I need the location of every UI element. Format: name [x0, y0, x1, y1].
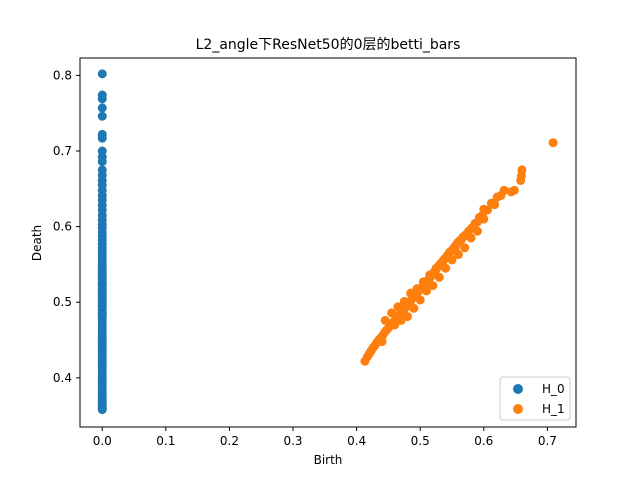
data-point	[97, 293, 107, 303]
data-point	[409, 303, 419, 313]
data-point	[406, 288, 416, 298]
data-point	[457, 234, 467, 244]
y-tick-label: 0.6	[53, 220, 72, 234]
x-tick-label: 0.7	[538, 434, 557, 448]
data-point	[548, 138, 558, 148]
data-point	[97, 157, 107, 167]
legend-marker-h1	[513, 404, 523, 414]
legend-marker-h0	[513, 384, 523, 394]
x-axis-title: Birth	[314, 453, 343, 467]
data-point	[466, 233, 476, 243]
data-point	[390, 320, 400, 330]
axes-frame	[79, 57, 577, 428]
data-point	[418, 277, 428, 287]
data-point	[425, 270, 435, 280]
data-point	[393, 302, 403, 312]
data-point	[97, 405, 107, 415]
data-point	[97, 111, 107, 121]
data-point	[97, 278, 107, 288]
plot-area	[97, 69, 558, 415]
data-point	[399, 296, 409, 306]
data-point	[412, 284, 422, 294]
data-point	[97, 103, 107, 113]
series-h-0	[97, 69, 107, 415]
data-point	[422, 286, 432, 296]
series-h-1	[360, 138, 558, 366]
data-point	[460, 243, 470, 253]
data-point	[97, 286, 107, 296]
x-tick-label: 0.4	[347, 434, 366, 448]
x-axis: 0.0 0.1 0.2 0.3 0.4 0.5 0.6 0.7	[93, 427, 557, 448]
data-point	[97, 69, 107, 79]
data-point	[506, 187, 516, 197]
x-tick-label: 0.3	[283, 434, 302, 448]
data-point	[428, 281, 438, 291]
x-tick-label: 0.2	[220, 434, 239, 448]
y-tick-label: 0.5	[53, 295, 72, 309]
data-point	[472, 226, 482, 236]
y-axis: 0.4 0.5 0.6 0.7 0.8	[53, 68, 80, 385]
data-point	[97, 133, 107, 143]
data-point	[447, 255, 457, 265]
data-point	[97, 263, 107, 273]
x-tick-label: 0.6	[474, 434, 493, 448]
data-point	[415, 295, 425, 305]
chart-title: L2_angle下ResNet50的0层的betti_bars	[196, 37, 461, 53]
data-point	[97, 94, 107, 104]
data-point	[434, 272, 444, 282]
data-point	[453, 250, 463, 260]
data-point	[486, 198, 496, 208]
data-point	[97, 309, 107, 319]
y-axis-title: Death	[30, 225, 44, 261]
data-point	[97, 301, 107, 311]
data-point	[402, 312, 412, 322]
data-point	[387, 308, 397, 318]
data-point	[377, 337, 387, 347]
data-point	[479, 214, 489, 224]
legend-label-h0: H_0	[542, 382, 565, 396]
data-point	[97, 271, 107, 281]
data-point	[360, 356, 370, 366]
data-point	[492, 192, 502, 202]
x-tick-label: 0.0	[93, 434, 112, 448]
legend: H_0 H_1	[499, 376, 571, 421]
data-point	[380, 315, 390, 325]
y-tick-label: 0.4	[53, 371, 72, 385]
x-tick-label: 0.1	[156, 434, 175, 448]
legend-label-h1: H_1	[542, 402, 565, 416]
y-tick-label: 0.8	[53, 68, 72, 82]
data-point	[516, 175, 526, 185]
y-tick-label: 0.7	[53, 144, 72, 158]
x-tick-label: 0.5	[411, 434, 430, 448]
data-point	[431, 263, 441, 273]
data-point	[441, 263, 451, 273]
